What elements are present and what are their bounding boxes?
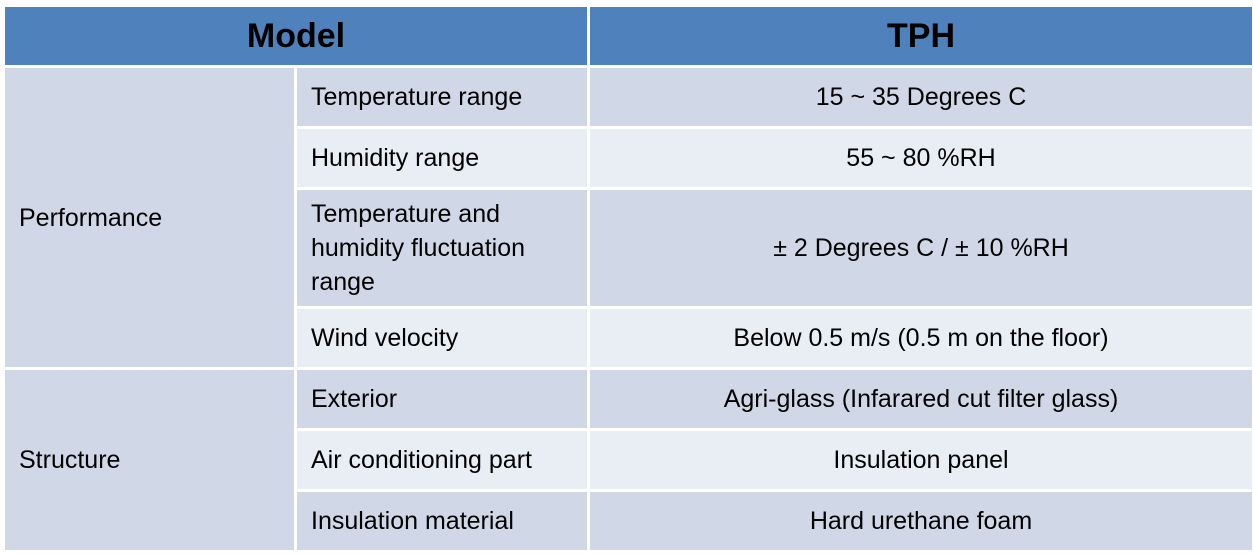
parameter-cell: Exterior xyxy=(294,367,590,431)
value-cell: ± 2 Degrees C / ± 10 %RH xyxy=(587,187,1253,309)
table-row: Temperature and humidity fluctuation ran… xyxy=(4,187,1253,309)
table-row: Insulation material Hard urethane foam xyxy=(4,489,1253,553)
model-value-header: TPH xyxy=(587,4,1253,68)
group-label-structure: Structure xyxy=(2,367,297,553)
parameter-cell: Humidity range xyxy=(294,126,590,190)
parameter-cell: Air conditioning part xyxy=(294,428,590,492)
table-row: Performance Temperature range 15 ~ 35 De… xyxy=(2,65,1253,370)
value-cell: Below 0.5 m/s (0.5 m on the floor) xyxy=(587,306,1253,370)
table-row: Air conditioning part Insulation panel xyxy=(4,428,1253,492)
model-header: Model xyxy=(2,4,590,68)
table-row: Wind velocity Below 0.5 m/s (0.5 m on th… xyxy=(4,306,1253,370)
group-label-performance: Performance xyxy=(2,65,297,370)
spec-table: Model TPH Performance Temperature range … xyxy=(2,4,1253,553)
value-cell: Agri-glass (Infarared cut filter glass) xyxy=(587,367,1253,431)
table-row: Structure Exterior Agri-glass (Infarared… xyxy=(2,367,1253,553)
value-cell: Insulation panel xyxy=(587,428,1253,492)
value-cell: 55 ~ 80 %RH xyxy=(587,126,1253,190)
parameter-cell: Wind velocity xyxy=(294,306,590,370)
value-cell: 15 ~ 35 Degrees C xyxy=(587,65,1253,129)
parameter-cell: Temperature and humidity fluctuation ran… xyxy=(294,187,590,309)
parameter-cell: Temperature range xyxy=(294,65,590,129)
table-row: Humidity range 55 ~ 80 %RH xyxy=(4,126,1253,190)
value-cell: Hard urethane foam xyxy=(587,489,1253,553)
parameter-cell: Insulation material xyxy=(294,489,590,553)
header-row: Model TPH xyxy=(2,4,1253,68)
